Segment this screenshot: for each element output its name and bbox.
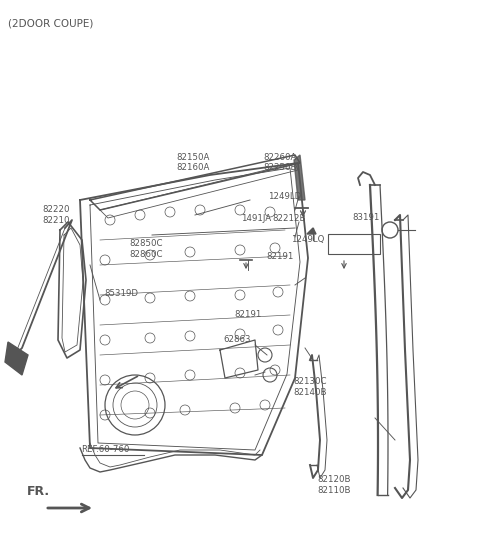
Text: (2DOOR COUPE): (2DOOR COUPE) [8,18,94,28]
Text: 82130C
82140B: 82130C 82140B [294,377,327,397]
Text: 82260A
82250B: 82260A 82250B [263,153,297,172]
Text: 82212B: 82212B [273,214,306,223]
Text: 82150A
82160A: 82150A 82160A [177,153,210,172]
Text: 82191: 82191 [234,310,262,318]
Text: 62863: 62863 [224,336,251,344]
Text: 1249LQ: 1249LQ [291,235,324,244]
Polygon shape [5,342,28,375]
Text: FR.: FR. [26,485,49,498]
Text: 82120B
82110B: 82120B 82110B [318,475,351,495]
Text: 1249LD: 1249LD [268,192,301,201]
Text: 82850C
82860C: 82850C 82860C [130,239,163,259]
Text: REF.60-760: REF.60-760 [82,445,130,453]
Text: 85319D: 85319D [105,289,139,298]
Text: 83191: 83191 [353,213,380,222]
Polygon shape [294,155,305,200]
Text: 82191: 82191 [266,252,293,261]
Polygon shape [307,228,316,234]
Text: 82220
82210: 82220 82210 [42,205,70,225]
Text: 1491JA: 1491JA [241,214,272,223]
